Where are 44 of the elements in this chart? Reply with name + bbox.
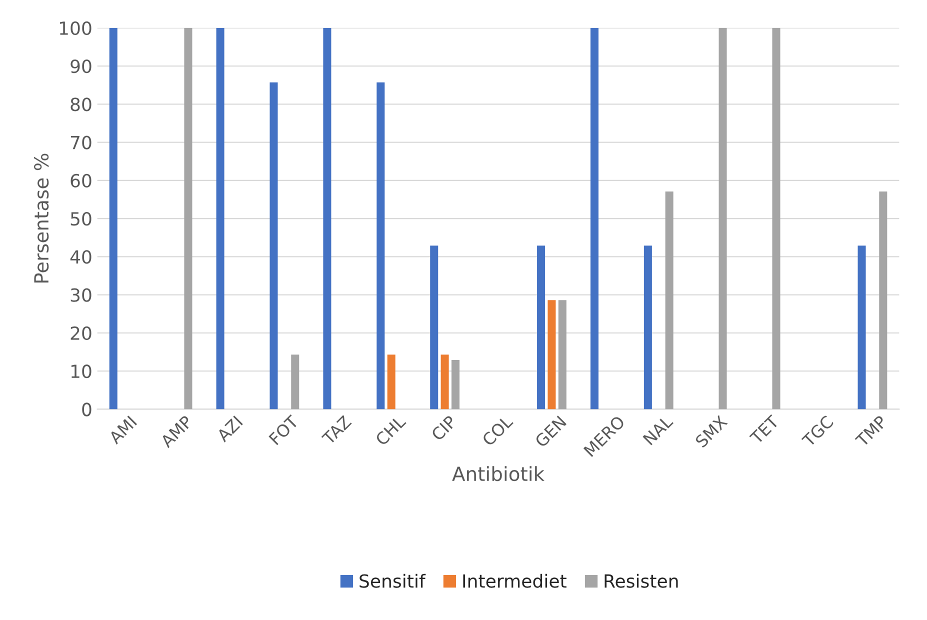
legend-label: Sensitif <box>360 574 426 588</box>
bar <box>879 191 888 410</box>
bar <box>216 28 224 410</box>
y-tick-label: 20 <box>70 326 92 340</box>
legend-label: Resisten <box>604 574 678 588</box>
bar <box>718 28 727 410</box>
x-tick-label: CIP <box>430 414 458 442</box>
bar <box>590 28 598 410</box>
y-tick-label: 100 <box>60 21 92 36</box>
x-tick-label: AZI <box>216 416 243 443</box>
x-tick-label: COL <box>481 414 514 447</box>
bar <box>858 246 866 410</box>
y-tick-label: 90 <box>70 59 92 74</box>
bar <box>109 28 118 410</box>
y-tick-label: 70 <box>70 136 92 150</box>
y-axis-title: Persentase % <box>34 154 49 282</box>
bar <box>323 28 332 410</box>
bar <box>548 300 556 410</box>
legend-label: Intermediet <box>463 574 566 588</box>
y-tick-label: 30 <box>70 288 92 302</box>
bar <box>537 246 546 410</box>
y-tick-label: 40 <box>70 250 92 264</box>
x-tick-label: CHL <box>374 414 407 446</box>
y-tick-label: 0 <box>82 402 92 416</box>
bar <box>430 246 438 410</box>
y-tick-label: 60 <box>70 174 92 188</box>
bar <box>665 191 674 410</box>
bar <box>387 354 396 410</box>
x-tick-label: TAZ <box>321 414 352 446</box>
x-tick-label: NAL <box>642 414 674 446</box>
y-tick-label: 50 <box>70 212 92 226</box>
y-tick-label: 10 <box>71 364 92 378</box>
bar <box>270 82 278 410</box>
bar <box>558 300 566 410</box>
bar <box>772 28 780 410</box>
bar <box>291 354 300 410</box>
bar <box>644 246 652 410</box>
bar <box>184 28 192 410</box>
bar <box>376 82 385 410</box>
x-axis-title: Antibiotik <box>452 466 544 482</box>
bar <box>451 360 460 410</box>
x-tick-label: TET <box>749 414 780 445</box>
bar <box>440 354 449 410</box>
y-tick-label: 80 <box>70 98 92 112</box>
